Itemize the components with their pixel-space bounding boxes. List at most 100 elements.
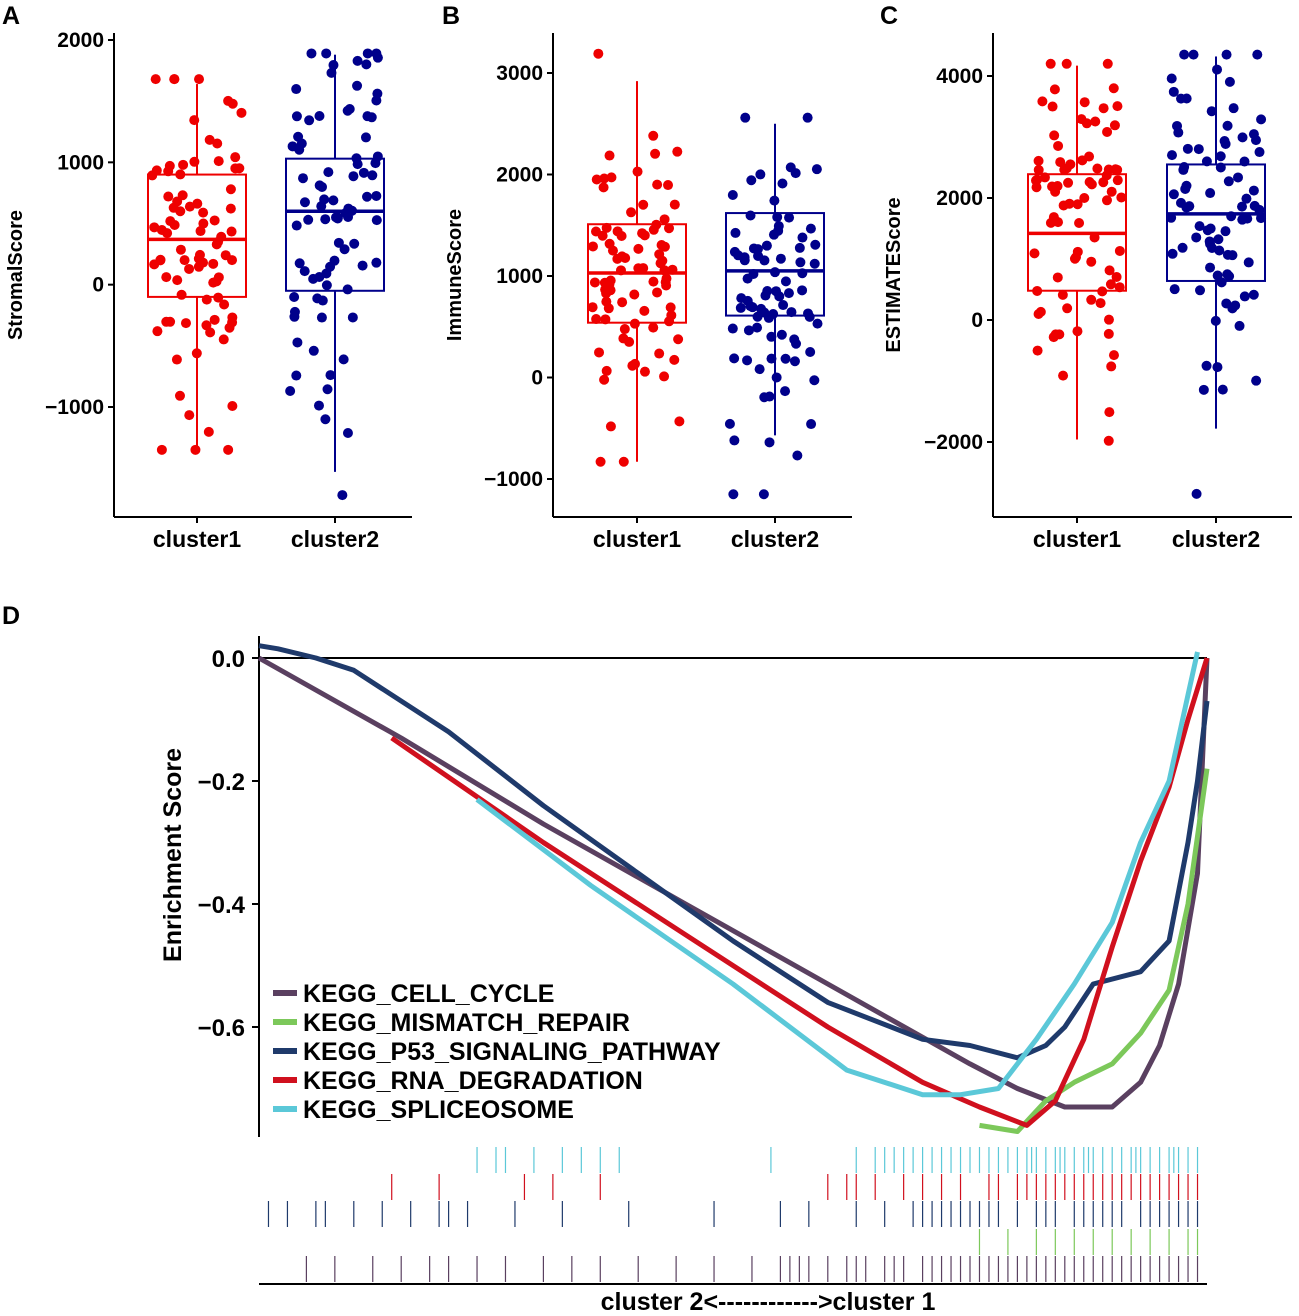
data-point bbox=[1224, 76, 1235, 87]
data-point bbox=[342, 428, 353, 439]
y-tick-label: −0.2 bbox=[198, 769, 245, 796]
data-point bbox=[1239, 291, 1250, 302]
data-point bbox=[754, 364, 765, 375]
data-point bbox=[1063, 177, 1074, 188]
data-point bbox=[314, 111, 325, 122]
data-point bbox=[212, 138, 223, 149]
data-point bbox=[648, 322, 659, 333]
box-cluster1: cluster1 bbox=[587, 48, 687, 552]
data-point bbox=[599, 173, 610, 184]
x-tick-label: cluster2 bbox=[1172, 526, 1260, 552]
data-point bbox=[371, 257, 382, 268]
data-point bbox=[162, 228, 173, 239]
data-point bbox=[227, 312, 238, 323]
data-point bbox=[171, 354, 182, 365]
data-point bbox=[797, 232, 808, 243]
data-point bbox=[729, 246, 740, 257]
legend: KEGG_CELL_CYCLEKEGG_MISMATCH_REPAIRKEGG_… bbox=[273, 980, 721, 1124]
data-point bbox=[620, 252, 631, 263]
data-point bbox=[777, 178, 788, 189]
data-point bbox=[1086, 294, 1097, 305]
data-point bbox=[303, 214, 314, 225]
data-point bbox=[780, 353, 791, 364]
data-point bbox=[370, 158, 381, 169]
data-point bbox=[771, 372, 782, 383]
data-point bbox=[742, 273, 753, 284]
data-point bbox=[794, 242, 805, 253]
data-point bbox=[320, 214, 331, 225]
data-point bbox=[190, 444, 201, 455]
data-point bbox=[234, 163, 245, 174]
data-point bbox=[1106, 186, 1117, 197]
data-point bbox=[1058, 370, 1069, 381]
data-point bbox=[762, 286, 773, 297]
y-tick-label: 0 bbox=[92, 274, 104, 297]
data-point bbox=[201, 320, 212, 331]
data-point bbox=[593, 48, 604, 59]
data-point bbox=[589, 277, 600, 288]
data-point bbox=[1055, 157, 1066, 168]
data-point bbox=[1079, 192, 1090, 203]
data-point bbox=[209, 215, 220, 226]
x-tick-label: cluster1 bbox=[1033, 526, 1121, 552]
data-point bbox=[1112, 101, 1123, 112]
legend-entry: KEGG_MISMATCH_REPAIR bbox=[303, 1009, 630, 1037]
data-point bbox=[326, 67, 337, 78]
data-point bbox=[223, 444, 234, 455]
data-point bbox=[163, 191, 174, 202]
data-point bbox=[1212, 64, 1223, 75]
data-point bbox=[306, 48, 317, 59]
data-point bbox=[1221, 49, 1232, 60]
data-point bbox=[626, 207, 637, 218]
data-point bbox=[1103, 435, 1114, 446]
rug-track-kegg_mismatch_repair bbox=[978, 1229, 1199, 1255]
data-point bbox=[1256, 114, 1267, 125]
data-point bbox=[810, 239, 821, 250]
data-point bbox=[1072, 199, 1083, 210]
points-cluster2 bbox=[724, 112, 823, 500]
data-point bbox=[790, 168, 801, 179]
data-point bbox=[587, 241, 598, 252]
data-point bbox=[172, 275, 183, 286]
data-point bbox=[809, 375, 820, 386]
data-point bbox=[189, 115, 200, 126]
panel-c: C 4000 2000 0 −2000 ESTIMATEScore cluster1 clus… bbox=[880, 2, 1292, 552]
data-point bbox=[1205, 262, 1216, 273]
data-point bbox=[1112, 175, 1123, 186]
data-point bbox=[333, 237, 344, 248]
data-point bbox=[1222, 269, 1233, 280]
data-point bbox=[1198, 384, 1209, 395]
data-point bbox=[328, 60, 339, 71]
data-point bbox=[615, 265, 626, 276]
data-point bbox=[1092, 163, 1103, 174]
data-point bbox=[1168, 189, 1179, 200]
box-cluster1: cluster1 bbox=[147, 74, 247, 552]
data-point bbox=[650, 148, 661, 159]
data-point bbox=[745, 210, 756, 221]
data-point bbox=[600, 314, 611, 325]
data-point bbox=[599, 277, 610, 288]
data-point bbox=[797, 285, 808, 296]
data-point bbox=[155, 254, 166, 265]
data-point bbox=[659, 214, 670, 225]
data-point bbox=[321, 280, 332, 291]
data-point bbox=[1227, 250, 1238, 261]
data-point bbox=[639, 305, 650, 316]
y-tick-label: 4000 bbox=[936, 65, 983, 88]
data-point bbox=[1110, 164, 1121, 175]
data-point bbox=[320, 414, 331, 425]
data-point bbox=[1049, 130, 1060, 141]
data-point bbox=[198, 207, 209, 218]
data-point bbox=[299, 197, 310, 208]
data-point bbox=[331, 212, 342, 223]
y-tick-label: 3000 bbox=[496, 62, 543, 85]
data-point bbox=[605, 421, 616, 432]
data-point bbox=[1237, 214, 1248, 225]
data-point bbox=[740, 112, 751, 123]
data-point bbox=[736, 293, 747, 304]
data-point bbox=[1212, 270, 1223, 281]
data-point bbox=[1256, 213, 1267, 224]
data-point bbox=[225, 203, 236, 214]
data-point bbox=[1065, 159, 1076, 170]
data-point bbox=[1206, 106, 1217, 117]
